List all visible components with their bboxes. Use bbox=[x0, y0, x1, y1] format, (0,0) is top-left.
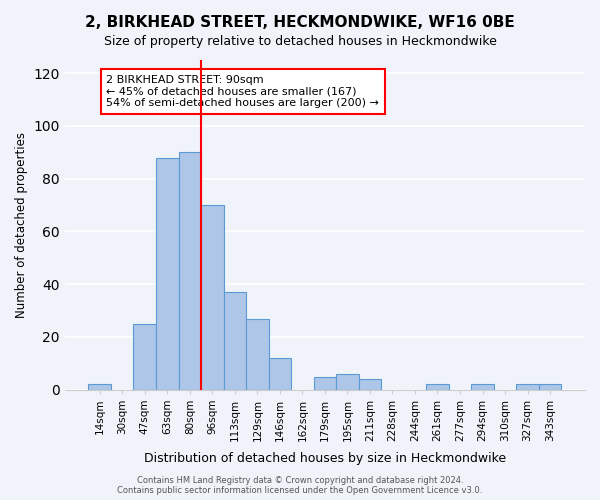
Bar bbox=[336, 374, 359, 390]
Bar bbox=[539, 384, 562, 390]
Bar bbox=[246, 318, 269, 390]
Text: 2, BIRKHEAD STREET, HECKMONDWIKE, WF16 0BE: 2, BIRKHEAD STREET, HECKMONDWIKE, WF16 0… bbox=[85, 15, 515, 30]
Bar bbox=[88, 384, 111, 390]
Text: 2 BIRKHEAD STREET: 90sqm
← 45% of detached houses are smaller (167)
54% of semi-: 2 BIRKHEAD STREET: 90sqm ← 45% of detach… bbox=[106, 75, 379, 108]
Bar bbox=[517, 384, 539, 390]
Text: Size of property relative to detached houses in Heckmondwike: Size of property relative to detached ho… bbox=[104, 35, 496, 48]
Bar bbox=[133, 324, 156, 390]
Bar bbox=[426, 384, 449, 390]
Bar bbox=[179, 152, 201, 390]
Bar bbox=[314, 376, 336, 390]
Bar bbox=[156, 158, 179, 390]
Bar bbox=[269, 358, 291, 390]
Text: Contains HM Land Registry data © Crown copyright and database right 2024.
Contai: Contains HM Land Registry data © Crown c… bbox=[118, 476, 482, 495]
Bar bbox=[471, 384, 494, 390]
Y-axis label: Number of detached properties: Number of detached properties bbox=[15, 132, 28, 318]
Bar bbox=[224, 292, 246, 390]
Bar bbox=[201, 205, 224, 390]
Bar bbox=[359, 379, 381, 390]
X-axis label: Distribution of detached houses by size in Heckmondwike: Distribution of detached houses by size … bbox=[144, 452, 506, 465]
